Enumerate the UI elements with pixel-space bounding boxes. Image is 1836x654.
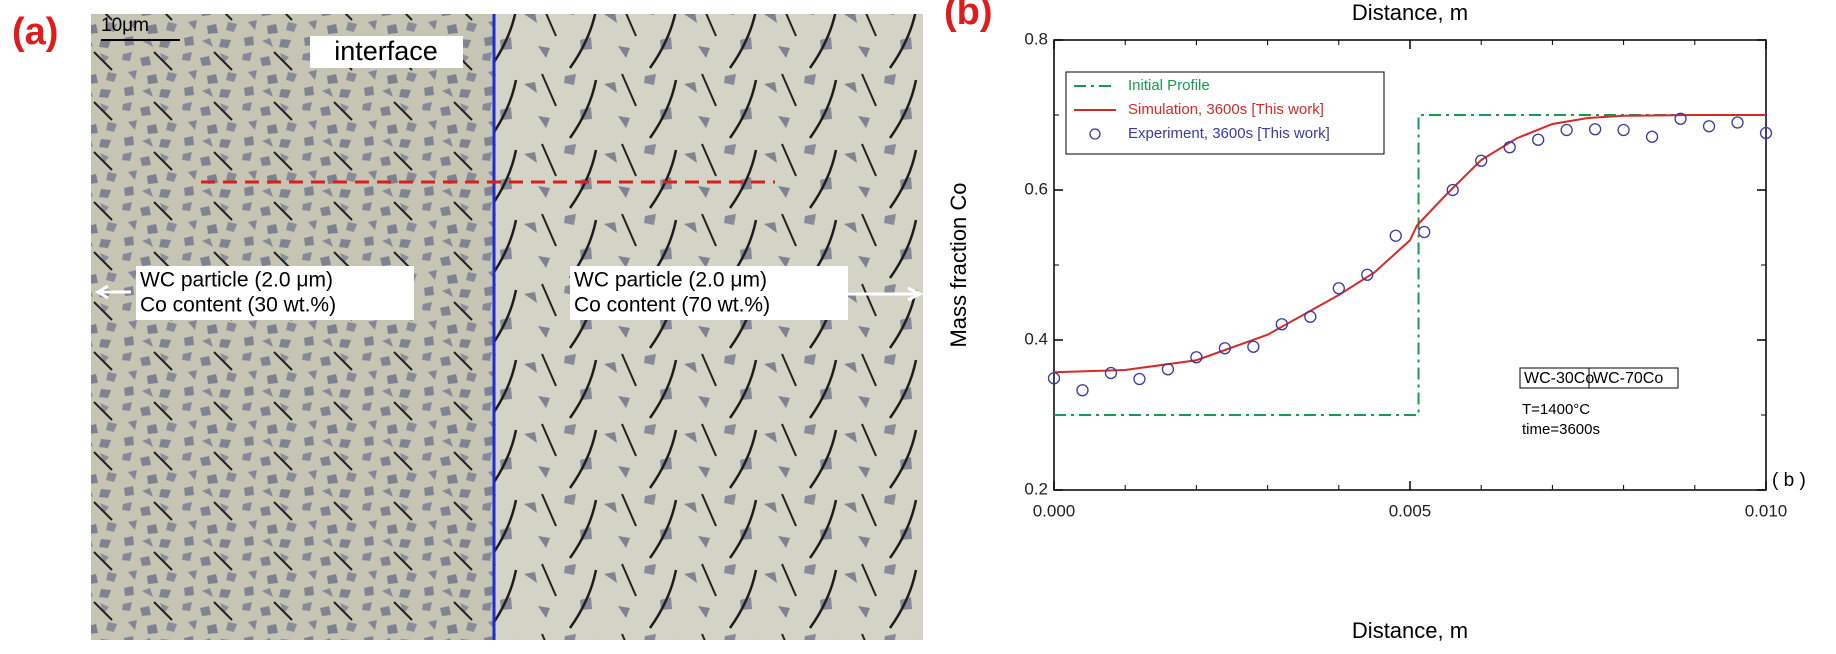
y-tick-label: 0.8 (1024, 29, 1048, 48)
region-label: Co content (30 wt.%) (140, 294, 336, 317)
x-tick-label: 0.010 (1745, 501, 1788, 520)
data-point (1560, 123, 1573, 137)
series-line (1054, 114, 1766, 416)
data-point (1503, 141, 1516, 154)
data-point (1133, 372, 1146, 386)
data-point (1702, 120, 1716, 133)
region-label: WC particle (2.0 μm) (140, 269, 333, 292)
micrograph-right (494, 14, 923, 640)
series-line (1053, 114, 1766, 374)
x-axis-title-top: Distance, m (1352, 0, 1468, 25)
interface-label: interface (334, 36, 438, 66)
arrow (848, 286, 924, 302)
label-box (570, 266, 848, 320)
annotation-box (1588, 367, 1679, 389)
data-point (1731, 116, 1744, 129)
annotation: time=3600s (1522, 421, 1600, 438)
data-point (1588, 123, 1602, 136)
plot: 0.000 0.005 0.010 0.2 0.4 0.6 0.8 Initial Profi… (1024, 29, 1787, 520)
legend-label: Simulation, 3600s [This work] (1128, 101, 1324, 118)
data-point (1361, 268, 1374, 281)
arrow (95, 284, 131, 300)
data-point (1759, 126, 1773, 140)
y-axis-title: Mass fraction Co (946, 182, 971, 347)
data-point (1475, 154, 1488, 167)
legend-box (1065, 71, 1385, 155)
data-point (1247, 340, 1260, 353)
annotation: WC-30Co (1524, 370, 1594, 387)
annotation: ( b ) (1772, 470, 1806, 491)
y-tick-label: 0.2 (1024, 479, 1048, 498)
panel-label: (b) (944, 0, 993, 33)
data-point (1190, 351, 1203, 364)
x-axis-title: Distance, m (1352, 618, 1468, 643)
micrograph-left (91, 14, 494, 640)
y-tick-label: 0.6 (1024, 179, 1048, 198)
data-point (1418, 225, 1431, 239)
data-point (1389, 229, 1402, 242)
legend-swatch (1089, 128, 1101, 140)
label-box (310, 36, 463, 68)
data-point (1304, 310, 1317, 323)
data-point (1161, 363, 1175, 376)
data-point (1275, 318, 1288, 331)
x-tick-label: 0.005 (1389, 501, 1432, 520)
region-label: Co content (70 wt.%) (574, 294, 770, 317)
data-point (1047, 372, 1061, 385)
data-point (1674, 112, 1687, 125)
legend-label: Experiment, 3600s [This work] (1128, 125, 1330, 142)
legend-label: Initial Profile (1128, 77, 1210, 94)
y-tick-label: 0.4 (1024, 329, 1048, 348)
label-box (136, 266, 414, 320)
annotation: T=1400°C (1522, 401, 1590, 418)
data-point (1532, 133, 1545, 146)
data-point (1076, 384, 1089, 397)
data-point (1104, 366, 1118, 380)
data-point (1645, 130, 1659, 143)
data-point (1332, 282, 1345, 295)
region-label: WC particle (2.0 μm) (574, 269, 767, 292)
annotation: WC-70Co (1593, 370, 1663, 387)
data-point (1218, 342, 1232, 355)
data-point (1446, 183, 1459, 197)
scale-bar-label: 10μm (101, 15, 149, 36)
panel-label: (a) (12, 11, 58, 53)
data-point (1617, 123, 1630, 137)
x-tick-label: 0.000 (1033, 501, 1076, 520)
